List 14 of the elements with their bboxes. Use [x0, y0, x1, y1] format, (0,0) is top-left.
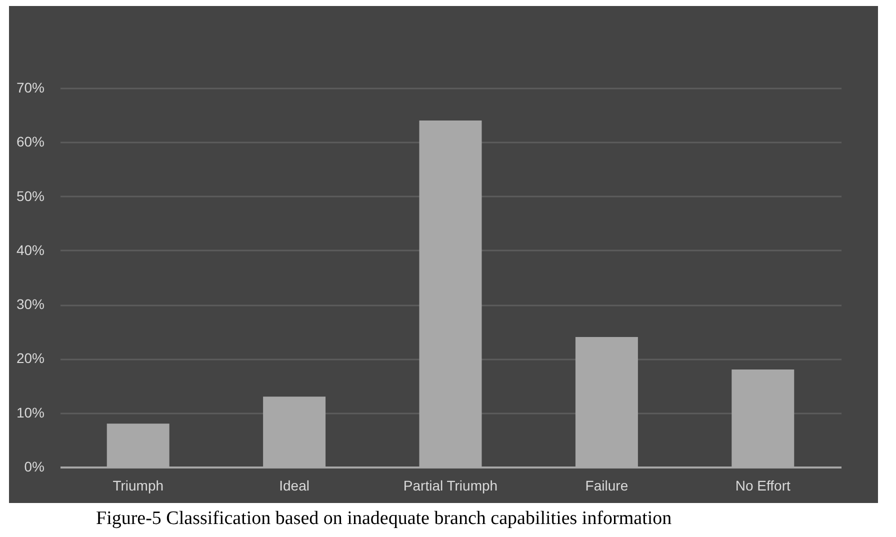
y-tick-label: 50%	[16, 188, 44, 204]
y-tick-label: 70%	[16, 80, 44, 96]
y-tick-label: 40%	[16, 242, 44, 258]
y-tick-label: 60%	[16, 134, 44, 150]
x-tick-label: Triumph	[112, 478, 164, 494]
x-tick-label: Failure	[585, 478, 628, 494]
text: Figure-5 Classification based on inadequate branch capabilities information	[96, 508, 672, 529]
y-tick-label: 0%	[24, 458, 44, 474]
y-tick-label: 30%	[16, 296, 44, 312]
x-tick-label: No Effort	[735, 478, 790, 494]
x-tick-label: Ideal	[279, 478, 310, 494]
y-tick-label: 20%	[16, 350, 44, 366]
y-tick-label: 10%	[16, 404, 44, 420]
x-tick-label: Partial Triumph	[403, 478, 498, 494]
